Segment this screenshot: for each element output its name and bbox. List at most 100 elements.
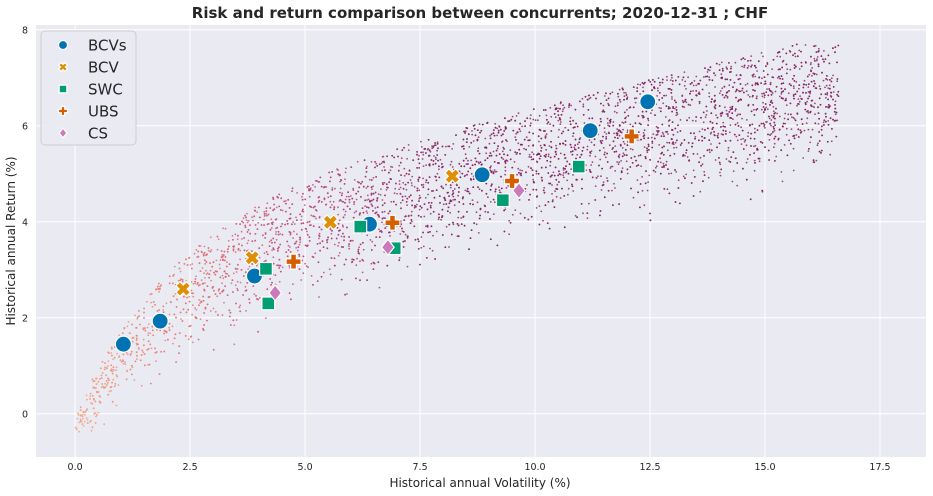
- cloud-point: [498, 186, 500, 189]
- cloud-point: [614, 187, 616, 189]
- cloud-point: [189, 264, 192, 266]
- cloud-point: [84, 411, 87, 413]
- cloud-point: [798, 49, 801, 52]
- cloud-point: [239, 258, 242, 261]
- cloud-point: [246, 282, 249, 284]
- cloud-point: [619, 178, 622, 180]
- cloud-point: [320, 201, 323, 203]
- cloud-point: [411, 220, 413, 223]
- cloud-point: [549, 164, 552, 167]
- cloud-point: [331, 204, 333, 206]
- cloud-point: [223, 301, 225, 304]
- cloud-point: [618, 124, 621, 127]
- cloud-point: [509, 158, 512, 161]
- cloud-point: [393, 156, 395, 159]
- cloud-point: [274, 227, 277, 230]
- cloud-point: [793, 97, 795, 100]
- cloud-point: [162, 311, 165, 314]
- cloud-point: [741, 65, 743, 68]
- cloud-point: [438, 213, 440, 216]
- cloud-point: [530, 167, 532, 170]
- cloud-point: [418, 200, 420, 203]
- cloud-point: [656, 87, 659, 90]
- cloud-point: [614, 170, 617, 172]
- cloud-point: [131, 366, 134, 369]
- cloud-point: [610, 165, 613, 168]
- cloud-point: [372, 176, 375, 179]
- cloud-point: [836, 78, 839, 80]
- cloud-point: [736, 114, 738, 117]
- cloud-point: [800, 50, 802, 53]
- cloud-point: [766, 88, 768, 90]
- cloud-point: [673, 153, 676, 155]
- cloud-point: [820, 128, 823, 131]
- cloud-point: [389, 235, 391, 237]
- cloud-point: [637, 83, 639, 86]
- cloud-point: [266, 253, 269, 256]
- cloud-point: [315, 209, 317, 211]
- cloud-point: [632, 196, 635, 199]
- cloud-point: [231, 279, 234, 282]
- cloud-point: [827, 120, 830, 122]
- cloud-point: [763, 92, 765, 95]
- cloud-point: [503, 209, 505, 212]
- cloud-point: [590, 150, 593, 153]
- cloud-point: [104, 386, 107, 388]
- cloud-point: [826, 140, 829, 143]
- cloud-point: [182, 308, 185, 311]
- cloud-point: [673, 99, 676, 102]
- cloud-point: [702, 76, 705, 78]
- cloud-point: [253, 209, 256, 212]
- cloud-point: [295, 216, 297, 219]
- cloud-point: [134, 314, 136, 317]
- cloud-point: [821, 71, 823, 74]
- cloud-point: [366, 206, 368, 209]
- cloud-point: [471, 164, 474, 167]
- cloud-point: [514, 209, 517, 212]
- cloud-point: [312, 225, 315, 228]
- cloud-point: [523, 138, 526, 141]
- cloud-point: [365, 171, 368, 173]
- cloud-point: [407, 214, 410, 217]
- cloud-point: [193, 252, 196, 255]
- cloud-point: [348, 236, 350, 238]
- cloud-point: [285, 200, 287, 202]
- cloud-point: [825, 84, 828, 87]
- cloud-point: [117, 384, 120, 386]
- cloud-point: [342, 225, 344, 228]
- cloud-point: [626, 168, 629, 171]
- cloud-point: [764, 108, 766, 110]
- cloud-point: [352, 216, 355, 219]
- cloud-point: [738, 134, 741, 137]
- cloud-point: [105, 380, 108, 382]
- cloud-point: [706, 149, 709, 152]
- cloud-point: [685, 149, 688, 152]
- cloud-point: [413, 206, 416, 209]
- cloud-point: [202, 253, 205, 256]
- cloud-point: [235, 223, 238, 225]
- cloud-point: [491, 183, 493, 186]
- cloud-point: [90, 429, 93, 432]
- cloud-point: [104, 362, 106, 365]
- cloud-point: [142, 338, 145, 341]
- cloud-point: [296, 233, 298, 236]
- cloud-point: [199, 302, 202, 304]
- cloud-point: [83, 411, 85, 414]
- cloud-point: [411, 204, 413, 207]
- cloud-point: [286, 222, 289, 225]
- cloud-point: [187, 308, 190, 311]
- cloud-point: [758, 76, 761, 79]
- cloud-point: [760, 108, 763, 111]
- cloud-point: [212, 261, 215, 264]
- cloud-point: [708, 69, 711, 72]
- cloud-point: [615, 132, 618, 135]
- cloud-point: [752, 89, 754, 91]
- cloud-point: [713, 134, 716, 137]
- cloud-point: [765, 106, 768, 109]
- cloud-point: [830, 80, 833, 83]
- cloud-point: [206, 319, 208, 322]
- cloud-point: [426, 148, 429, 151]
- cloud-point: [719, 174, 722, 177]
- cloud-point: [143, 311, 146, 314]
